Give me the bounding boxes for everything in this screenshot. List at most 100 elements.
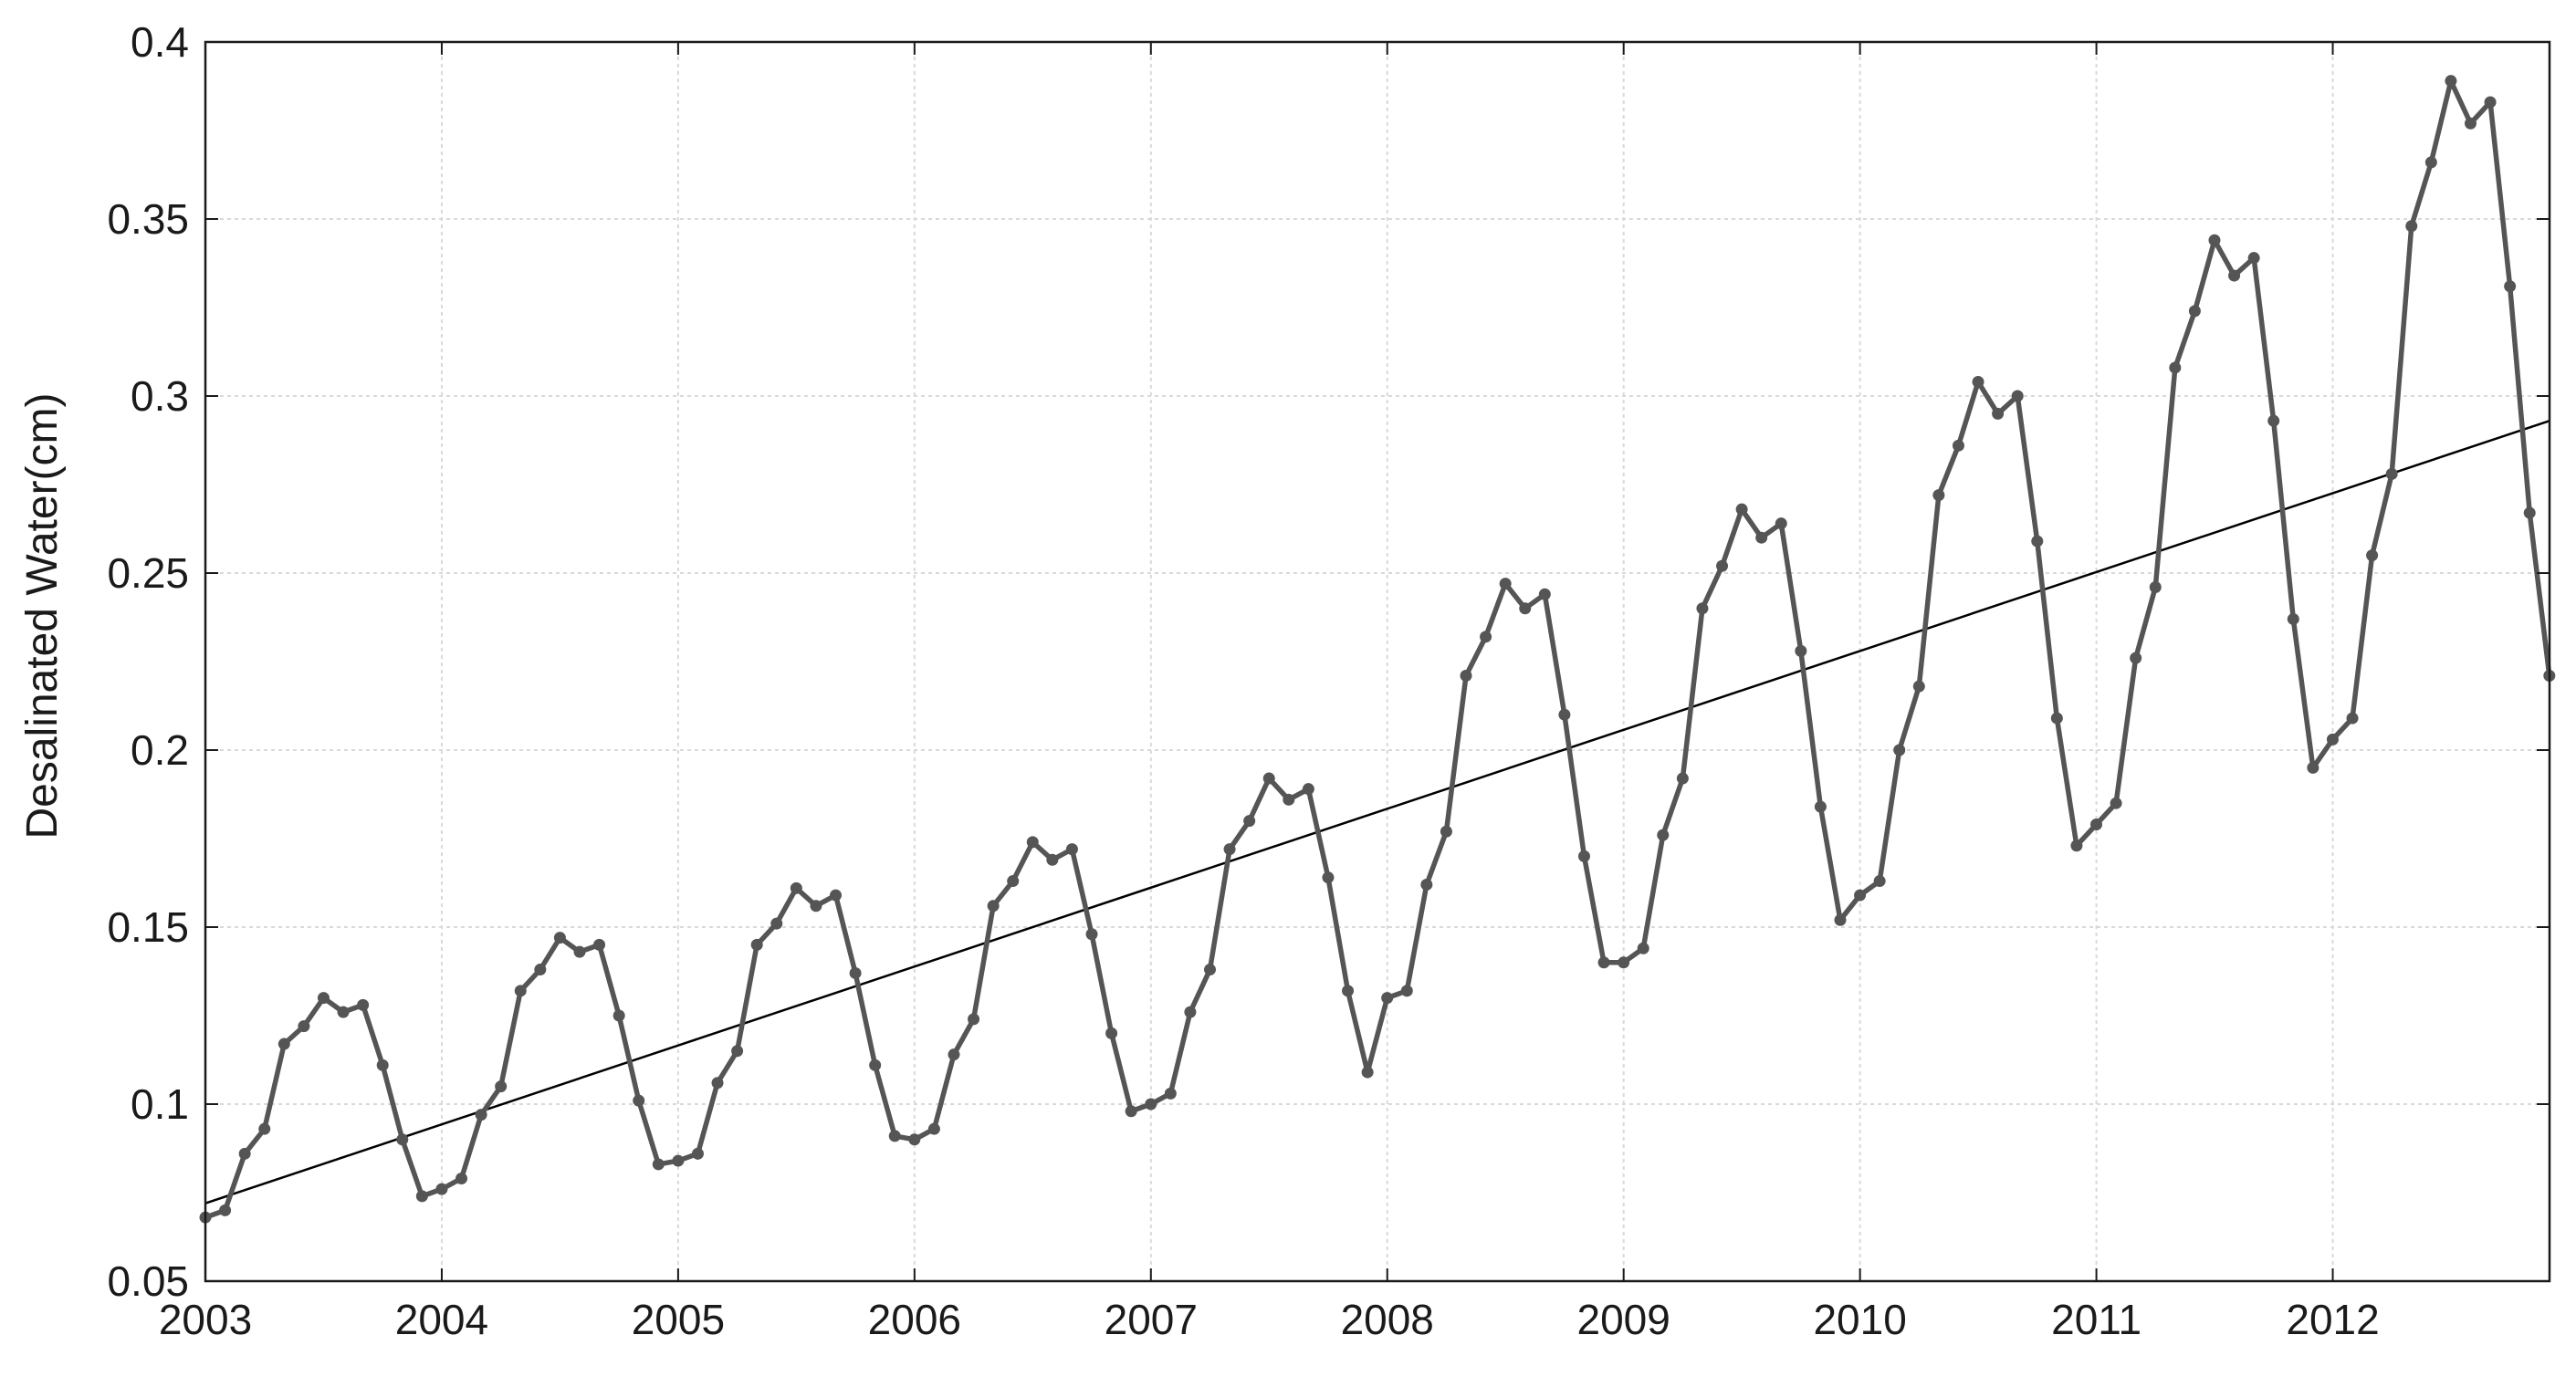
data-point — [1125, 1105, 1137, 1118]
data-point — [691, 1147, 704, 1160]
data-point — [357, 998, 370, 1011]
data-point — [2424, 156, 2437, 169]
data-point — [1480, 631, 1492, 643]
data-point — [1597, 956, 1610, 969]
data-point — [277, 1038, 290, 1050]
data-point — [1618, 956, 1630, 969]
y-tick-label: 0.3 — [131, 372, 189, 420]
data-point — [415, 1190, 428, 1203]
data-point — [1538, 588, 1551, 600]
data-point — [1026, 836, 1039, 849]
data-point — [2228, 269, 2241, 282]
data-point — [553, 932, 566, 944]
data-point — [2110, 797, 2122, 809]
data-point — [1440, 825, 1452, 838]
data-point — [1164, 1087, 1177, 1100]
data-point — [514, 985, 527, 997]
data-point — [1696, 602, 1709, 615]
data-point — [1972, 375, 1984, 388]
data-point — [2011, 390, 2024, 402]
x-tick-label: 2010 — [1813, 1296, 1906, 1343]
data-point — [238, 1147, 251, 1160]
data-point — [1755, 531, 1768, 544]
data-point — [376, 1058, 389, 1071]
x-tick-label: 2011 — [2051, 1296, 2141, 1343]
data-point — [1322, 871, 1335, 884]
data-point — [2287, 612, 2299, 625]
x-tick-labels: 2003 2004 2005 2006 2007 2008 2009 2010 2011 2012 — [159, 1296, 2380, 1343]
data-point — [1637, 942, 1649, 954]
data-point — [1302, 783, 1314, 796]
data-point — [2169, 361, 2182, 374]
data-point — [2208, 234, 2221, 246]
data-point — [2445, 75, 2457, 88]
data-point — [2385, 467, 2398, 480]
data-point — [1046, 853, 1059, 866]
data-point — [1243, 815, 1256, 828]
data-point — [1735, 503, 1748, 516]
data-point — [2484, 96, 2497, 109]
data-point — [396, 1133, 409, 1146]
data-point — [888, 1130, 901, 1142]
data-point — [534, 964, 547, 976]
data-point — [1065, 843, 1078, 856]
data-point — [1184, 1006, 1197, 1018]
data-point — [1342, 985, 1355, 997]
series-layer — [199, 75, 2556, 1224]
data-point — [1676, 772, 1689, 785]
data-point — [2267, 414, 2280, 427]
data-point — [2090, 818, 2103, 830]
data-point — [1460, 670, 1472, 683]
axes — [204, 40, 2551, 1283]
data-point — [1085, 928, 1098, 941]
data-point — [968, 1013, 980, 1026]
data-point — [298, 1020, 310, 1033]
data-point — [1558, 708, 1571, 721]
data-point — [1007, 875, 1020, 888]
data-point — [1400, 985, 1413, 997]
data-point — [2464, 117, 2477, 130]
data-point — [770, 917, 783, 930]
data-point — [1361, 1066, 1374, 1079]
data-point — [435, 1183, 448, 1195]
data-point — [672, 1154, 685, 1167]
data-point — [750, 938, 763, 951]
data-point — [1223, 843, 1236, 856]
data-point — [1854, 889, 1867, 902]
y-tick-label: 0.1 — [131, 1080, 189, 1128]
x-tick-label: 2007 — [1105, 1296, 1198, 1343]
data-point — [711, 1077, 724, 1090]
x-tick-label: 2009 — [1577, 1296, 1670, 1343]
y-tick-label: 0.15 — [107, 903, 189, 951]
data-point — [790, 881, 802, 894]
x-tick-label: 2004 — [395, 1296, 488, 1343]
y-tick-label: 0.05 — [107, 1257, 189, 1305]
data-point — [337, 1006, 350, 1018]
data-point — [1577, 850, 1590, 862]
data-point — [2050, 712, 2063, 725]
data-point — [1952, 439, 1964, 452]
x-tick-label: 2005 — [632, 1296, 725, 1343]
data-point — [2307, 761, 2319, 774]
data-point — [1834, 913, 1847, 926]
data-point — [1716, 559, 1729, 572]
data-point — [633, 1094, 645, 1107]
data-point — [2031, 535, 2044, 548]
data-point — [1203, 964, 1216, 976]
grid-lines — [205, 42, 2550, 1281]
data-point — [1893, 744, 1906, 756]
data-point — [258, 1122, 271, 1135]
data-point — [2366, 549, 2379, 562]
data-point — [1912, 680, 1925, 693]
y-axis-label: Desalinated Water(cm) — [18, 392, 67, 839]
data-point — [1499, 578, 1512, 590]
data-point — [1519, 602, 1532, 615]
data-point — [2070, 840, 2083, 852]
x-tick-label: 2008 — [1341, 1296, 1434, 1343]
data-point — [908, 1133, 921, 1146]
data-point — [1262, 772, 1275, 785]
data-point — [1775, 517, 1787, 530]
data-point — [456, 1172, 468, 1184]
data-point — [219, 1204, 232, 1216]
